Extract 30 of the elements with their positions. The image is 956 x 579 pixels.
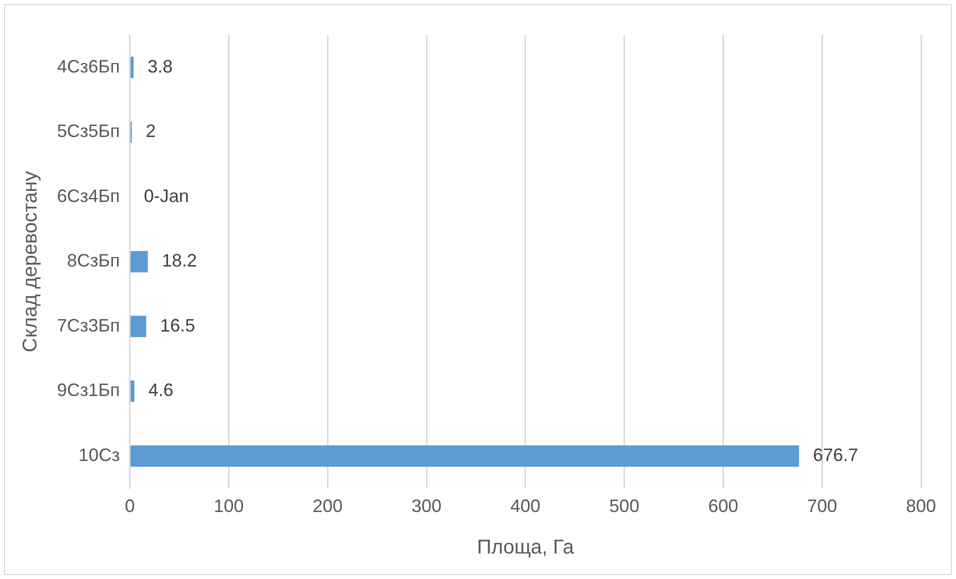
y-tick-label: 4Сз6Бп <box>56 56 120 76</box>
x-tick-label: 300 <box>411 496 442 516</box>
y-axis-title: Склад деревостану <box>20 171 42 352</box>
bar <box>130 380 134 402</box>
x-tick-label: 100 <box>214 496 244 516</box>
bar <box>130 56 134 78</box>
data-label: 4.6 <box>148 380 174 400</box>
bar <box>130 445 800 467</box>
x-tick-label: 700 <box>807 496 838 516</box>
x-tick-label: 600 <box>708 496 738 516</box>
x-tick-label: 500 <box>609 496 640 516</box>
y-tick-label: 10Сз <box>78 444 120 465</box>
y-tick-label: 7Сз3Бп <box>56 315 120 336</box>
bar <box>130 251 148 272</box>
data-label: 2 <box>146 121 156 142</box>
y-tick-label: 6Сз4Бп <box>56 186 120 206</box>
x-tick-label: 800 <box>906 496 936 516</box>
x-tick-label: 200 <box>312 496 343 516</box>
x-tick-label: 0 <box>124 496 135 516</box>
x-axis-title: Площа, Га <box>476 536 575 559</box>
y-tick-label: 9Сз1Бп <box>56 380 120 400</box>
data-label: 0-Jan <box>144 186 189 206</box>
y-tick-label: 8СзБп <box>67 250 120 271</box>
bar <box>130 316 146 338</box>
data-label: 18.2 <box>162 250 197 271</box>
data-label: 676.7 <box>813 444 858 465</box>
data-label: 3.8 <box>148 56 173 76</box>
y-tick-label: 5Сз5Бп <box>56 121 120 142</box>
data-label: 16.5 <box>160 315 196 336</box>
x-tick-label: 400 <box>510 496 540 516</box>
